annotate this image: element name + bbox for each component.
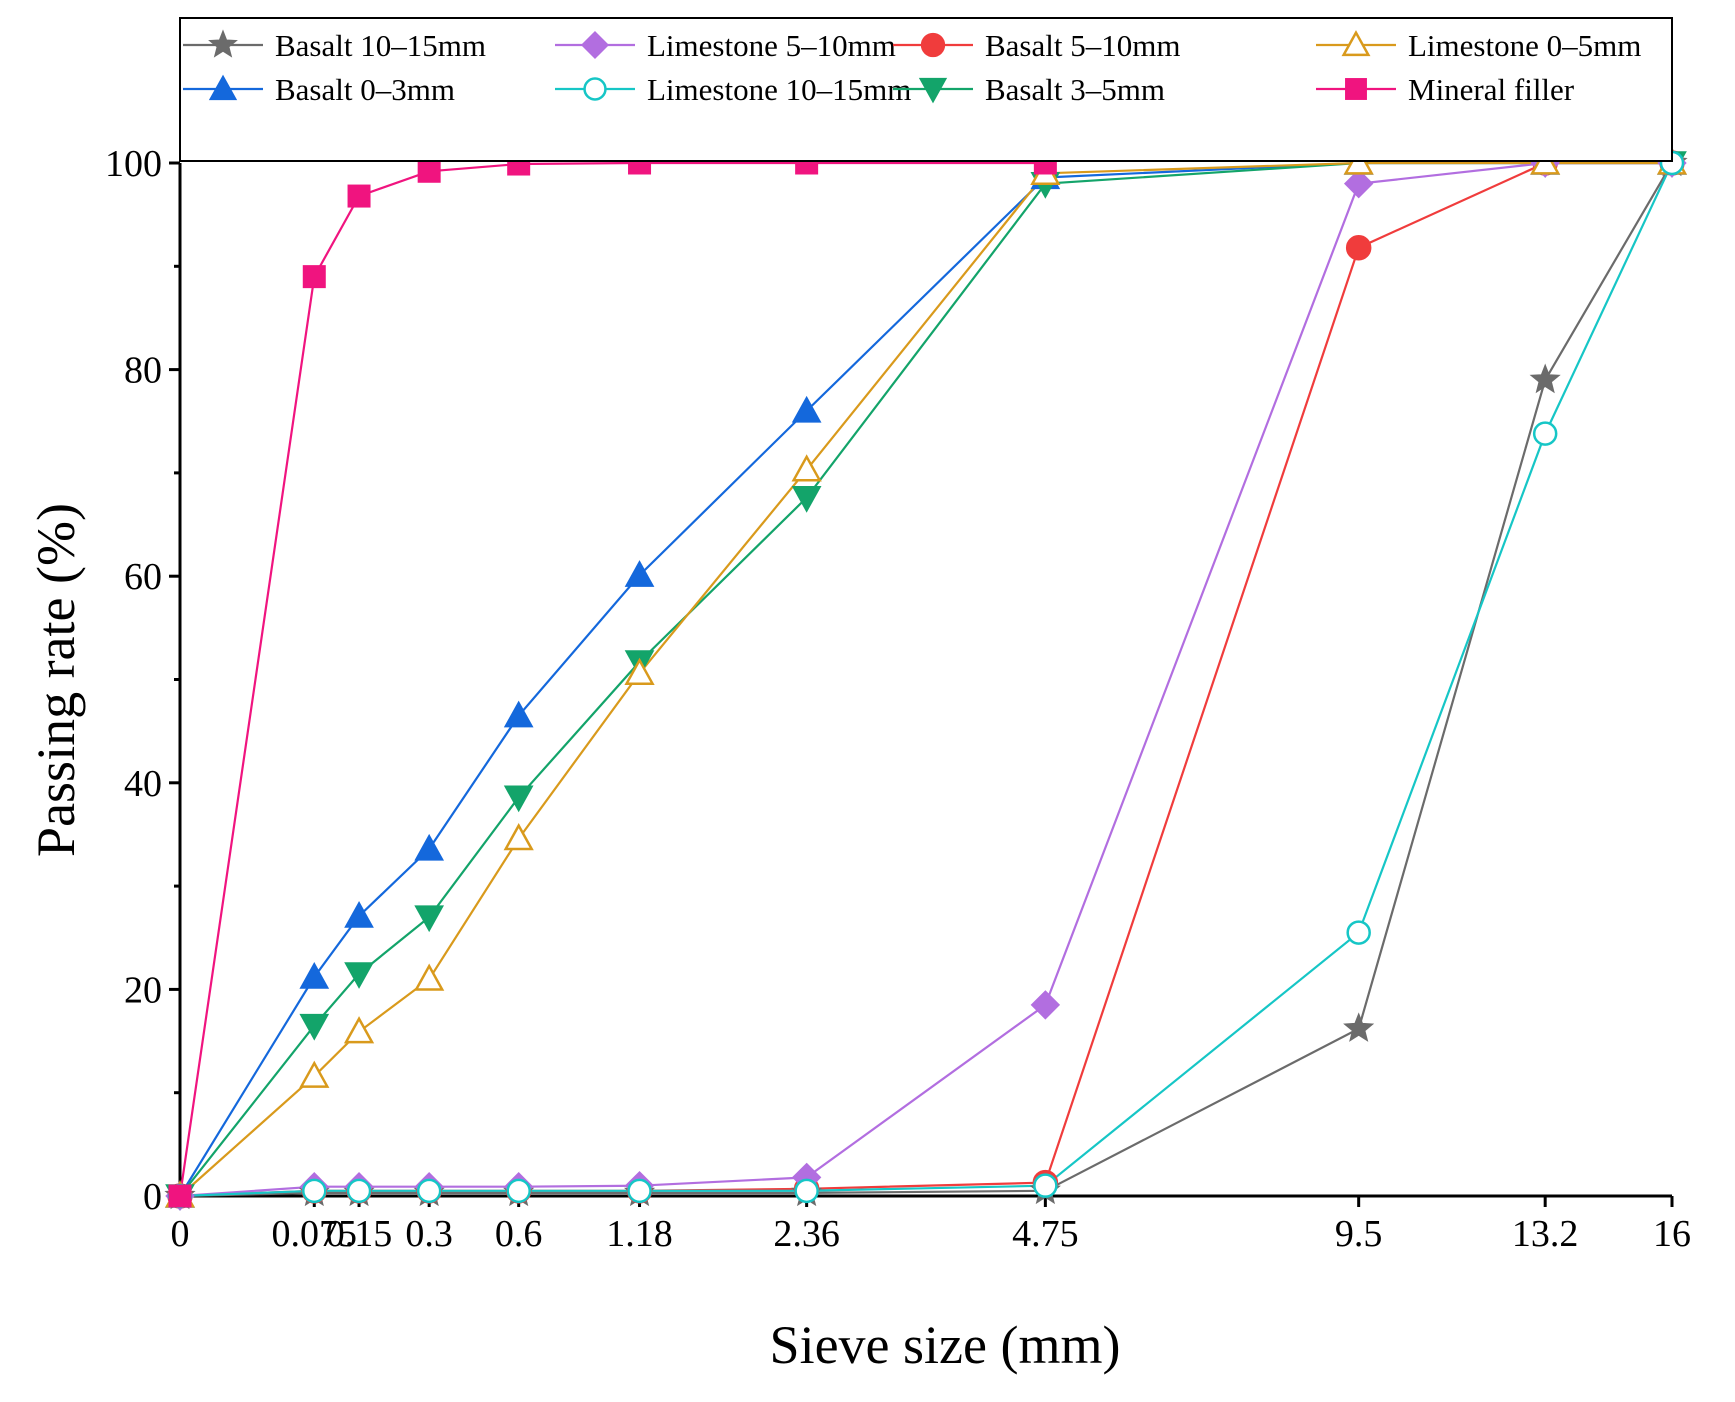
data-point-mineral-filler: [168, 1184, 192, 1208]
data-point-basalt-3-5mm: [414, 905, 445, 933]
x-tick-label: 9.5: [1335, 1213, 1383, 1255]
series-line-limestone-10-15mm: [179, 162, 1673, 1198]
data-point-limestone-0-5mm: [503, 823, 534, 851]
legend-marker: [580, 30, 610, 60]
legend-marker: [918, 77, 948, 104]
data-point-basalt-0-3mm: [414, 833, 445, 861]
x-tick-label: 0: [171, 1213, 190, 1255]
series-points-limestone-10-15mm: [167, 150, 1685, 1209]
data-point-limestone-10-15mm: [1532, 421, 1558, 446]
legend-marker: [1341, 30, 1371, 57]
data-point-basalt-3-5mm: [344, 962, 374, 989]
legend-marker: [583, 77, 607, 101]
y-axis-title: Passing rate (%): [26, 503, 86, 857]
series-points-mineral-filler: [168, 151, 1057, 1208]
data-point-basalt-0-3mm: [791, 395, 822, 423]
data-point-limestone-0-5mm: [299, 1060, 330, 1088]
y-tick-label: 60: [124, 556, 162, 598]
data-point-limestone-10-15mm: [1346, 920, 1371, 945]
y-tick-label: 40: [124, 763, 162, 805]
legend-label: Basalt 3–5mm: [985, 72, 1165, 107]
series-line-basalt-5-10mm: [179, 161, 1672, 1198]
data-point-limestone-5-10mm: [1343, 168, 1374, 199]
x-tick-label: 4.75: [1012, 1213, 1079, 1255]
series-points-basalt-0-3mm: [165, 147, 1687, 1208]
data-point-mineral-filler: [302, 265, 326, 289]
data-point-basalt-3-5mm: [299, 1013, 330, 1041]
data-point-limestone-10-15mm: [627, 1178, 652, 1204]
legend-label: Limestone 0–5mm: [1408, 28, 1641, 63]
data-point-limestone-10-15mm: [416, 1178, 442, 1204]
legend-label: Basalt 5–10mm: [985, 28, 1180, 63]
series-line-basalt-0-3mm: [179, 161, 1672, 1197]
legend-marker: [920, 32, 946, 58]
series-line-mineral-filler: [178, 161, 1046, 1197]
data-point-basalt-0-3mm: [624, 560, 655, 587]
y-tick-label: 80: [124, 350, 162, 392]
series-points-basalt-5-10mm: [167, 150, 1685, 1209]
legend-label: Basalt 0–3mm: [275, 72, 455, 107]
data-point-basalt-0-3mm: [299, 961, 330, 989]
x-tick-label: 2.36: [773, 1213, 840, 1255]
y-tick-label: 0: [143, 1176, 162, 1218]
legend-item-limestone-0-5mm: Limestone 0–5mm: [1316, 28, 1641, 63]
legend-item-basalt-5-10mm: Basalt 5–10mm: [893, 28, 1180, 63]
series-points-basalt-10-15mm: [164, 146, 1688, 1210]
x-tick-label: 0.15: [326, 1213, 393, 1255]
x-tick-label: 0.6: [495, 1213, 543, 1255]
data-point-limestone-0-5mm: [414, 963, 445, 991]
legend-marker: [1345, 78, 1367, 100]
data-point-basalt-5-10mm: [1345, 234, 1372, 261]
x-tick-label: 13.2: [1512, 1213, 1579, 1255]
data-point-mineral-filler: [347, 184, 371, 208]
legend-item-basalt-3-5mm: Basalt 3–5mm: [893, 72, 1165, 107]
data-point-basalt-3-5mm: [791, 485, 822, 513]
data-point-limestone-10-15mm: [506, 1178, 531, 1204]
series-line-limestone-0-5mm: [179, 161, 1672, 1197]
series-lines: [178, 161, 1673, 1198]
data-point-basalt-10-15mm: [1529, 363, 1561, 394]
x-tick-label: 1.18: [606, 1213, 673, 1255]
data-point-limestone-10-15mm: [794, 1178, 819, 1204]
legend-marker: [208, 74, 238, 101]
legend-label: Limestone 10–15mm: [647, 72, 911, 107]
y-tick-label: 100: [105, 143, 162, 185]
legend-item-limestone-5-10mm: Limestone 5–10mm: [555, 28, 896, 63]
x-axis-title: Sieve size (mm): [770, 1315, 1121, 1375]
series-line-limestone-5-10mm: [179, 161, 1672, 1198]
data-point-basalt-0-3mm: [344, 901, 374, 928]
data-point-basalt-10-15mm: [1343, 1012, 1375, 1042]
legend-item-limestone-10-15mm: Limestone 10–15mm: [555, 72, 911, 107]
data-point-mineral-filler: [417, 159, 441, 183]
legend-label: Mineral filler: [1408, 72, 1575, 107]
data-point-limestone-0-5mm: [343, 1016, 375, 1044]
x-tick-label: 0.3: [405, 1213, 453, 1255]
legend-item-basalt-10-15mm: Basalt 10–15mm: [183, 28, 486, 63]
data-point-limestone-10-15mm: [1033, 1173, 1058, 1198]
data-point-limestone-10-15mm: [346, 1178, 372, 1204]
legend-marker: [208, 29, 238, 58]
legend-item-mineral-filler: Mineral filler: [1316, 72, 1575, 107]
legend-item-basalt-0-3mm: Basalt 0–3mm: [183, 72, 455, 107]
series-line-basalt-10-15mm: [179, 162, 1673, 1198]
legend: Basalt 10–15mm Basalt 0–3mm Limestone 5–10…: [179, 17, 1673, 162]
x-tick-label: 16: [1653, 1213, 1691, 1255]
series-points-limestone-0-5mm: [164, 147, 1688, 1208]
x-tick-label: 0.075: [272, 1213, 358, 1255]
data-point-limestone-5-10mm: [1030, 990, 1061, 1020]
data-point-basalt-3-5mm: [503, 785, 534, 813]
data-point-limestone-0-5mm: [791, 454, 822, 482]
legend-label: Basalt 10–15mm: [275, 28, 486, 63]
series-line-basalt-3-5mm: [179, 161, 1672, 1197]
data-point-limestone-0-5mm: [624, 657, 655, 685]
data-point-basalt-0-3mm: [503, 700, 534, 728]
y-tick-label: 20: [124, 969, 162, 1011]
data-point-limestone-10-15mm: [302, 1178, 327, 1204]
legend-label: Limestone 5–10mm: [647, 28, 896, 63]
